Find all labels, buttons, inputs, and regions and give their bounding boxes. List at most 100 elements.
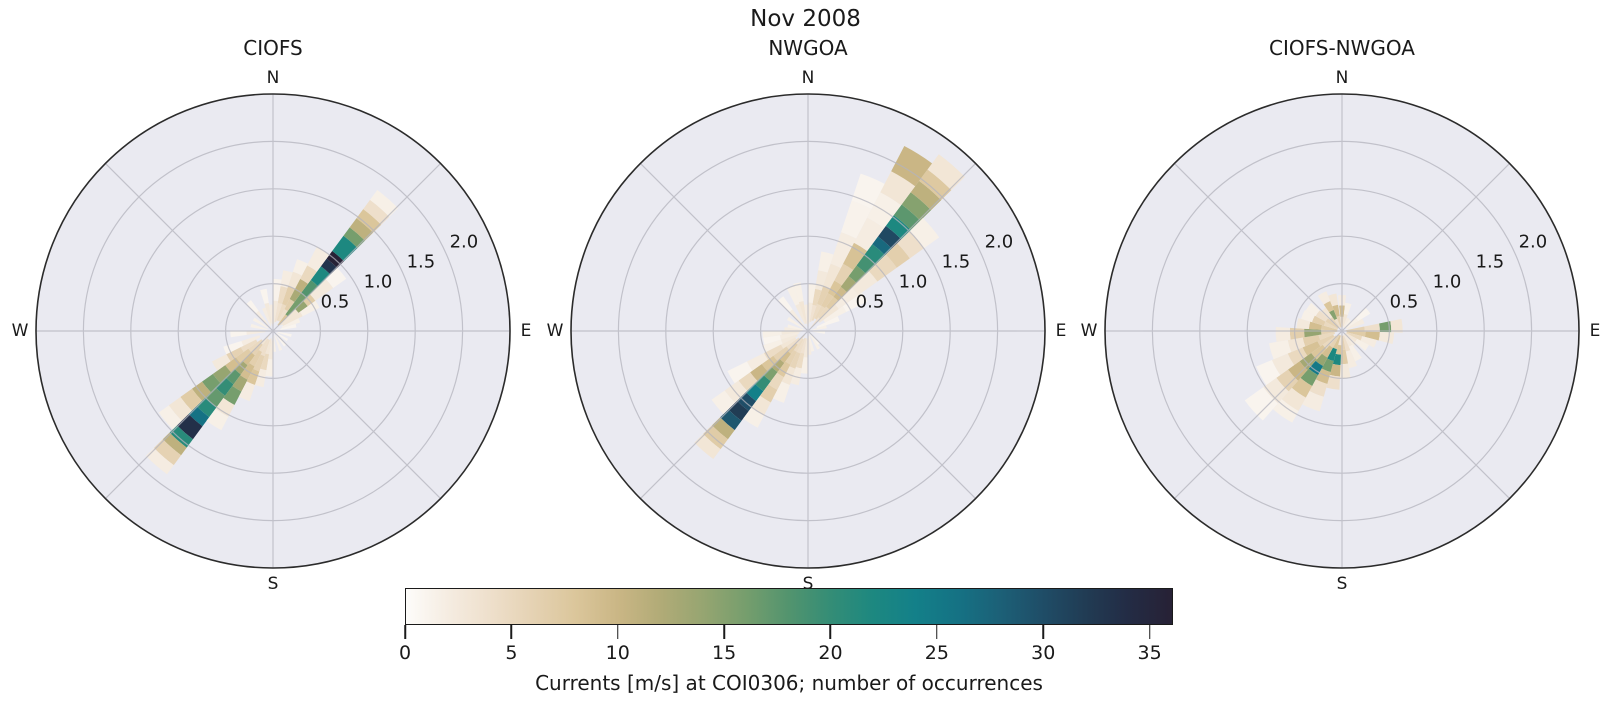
rose-petals [145, 190, 399, 475]
rose-cell [260, 288, 269, 304]
rose-cell [1318, 332, 1335, 341]
rose-cell [1390, 318, 1403, 333]
rose-cell [818, 304, 839, 323]
rose-cell [823, 263, 841, 289]
rose-cell [781, 330, 801, 335]
polar-labels: 0.5 1.0 1.5 2.0 N E S W [1081, 68, 1601, 594]
polar-labels: 0.5 1.0 1.5 2.0 N E S W [547, 68, 1067, 594]
rose-cell [282, 311, 303, 326]
rose-cell [760, 384, 778, 403]
rose-cell [301, 279, 319, 298]
rose-cell [1281, 387, 1306, 411]
rose-cell [254, 368, 267, 388]
subplot-ciofs-nwgoa: CIOFS-NWGOA 0.5 1.0 1.5 2.0 N E S W [1072, 30, 1611, 620]
rose-cell [1256, 360, 1281, 385]
rose-cell [910, 180, 942, 211]
radial-tick-label: 1.0 [364, 272, 393, 293]
compass-label: S [1337, 574, 1348, 594]
rose-cell [807, 335, 812, 355]
rose-cell [809, 304, 817, 323]
rose-cell [274, 335, 283, 351]
rose-cell [215, 377, 234, 396]
rose-cell [349, 218, 374, 241]
rose-cell [268, 340, 273, 360]
rose-cell [786, 285, 800, 306]
rose-cell [1344, 319, 1352, 329]
rose-cell [356, 209, 382, 233]
rose-cell [812, 288, 822, 306]
colorbar-tick [1148, 625, 1151, 639]
rose-cell [1271, 353, 1295, 376]
rose-cell [817, 286, 830, 306]
polar-labels: 0.5 1.0 1.5 2.0 N E S W [12, 68, 532, 594]
radial-tick-label: 2.0 [450, 232, 479, 253]
rose-cell [265, 359, 273, 377]
rose-cell [790, 366, 802, 386]
rose-cell [169, 425, 193, 448]
rose-cell [823, 306, 847, 323]
rose-cell [223, 340, 244, 355]
rose-cell [1379, 321, 1392, 333]
rose-cell [909, 218, 940, 249]
rose-cell [1328, 293, 1339, 307]
rose-cell [1311, 344, 1327, 360]
colorbar-tick-label: 20 [818, 642, 843, 664]
colorbar-tick-label: 30 [1031, 642, 1056, 664]
rose-cell [325, 267, 347, 289]
rose-cell [264, 302, 272, 324]
rose-cell [280, 270, 293, 288]
rose-cell [746, 353, 768, 371]
rose-cell [810, 333, 820, 345]
rose-cell [797, 337, 806, 354]
rose-cell [241, 335, 261, 346]
radial-tick-label: 1.0 [1433, 272, 1462, 293]
radial-tick-label: 0.5 [856, 292, 885, 313]
rose-cell [786, 337, 800, 350]
subplot-title-ciofs: CIOFS [243, 36, 303, 60]
rose-cell [1321, 307, 1333, 320]
rose-cell [1287, 347, 1308, 366]
rose-cell [282, 286, 295, 306]
rose-cell [812, 325, 827, 331]
rose-cell [1345, 350, 1358, 369]
rose-cell [762, 330, 782, 338]
rose-cell [814, 305, 825, 320]
rose-cell [288, 271, 302, 289]
rose-cell [1345, 317, 1359, 329]
rose-cell [154, 439, 182, 466]
rose-cell [1343, 317, 1350, 328]
compass-label: W [547, 321, 564, 341]
rose-cell [750, 364, 768, 381]
subplot-title-ciofs-nwgoa: CIOFS-NWGOA [1269, 36, 1415, 60]
rose-cell [246, 300, 259, 314]
rose-cell [1354, 338, 1369, 351]
rose-cell [1302, 390, 1324, 412]
rose-cell [300, 265, 317, 284]
rose-cell [1332, 335, 1341, 350]
rose-cell [180, 388, 202, 411]
rose-cell [808, 283, 816, 303]
rose-cell [1338, 334, 1342, 346]
rose-cell [711, 417, 735, 440]
rose-cell [885, 215, 911, 240]
rose-cell [273, 300, 279, 324]
rose-cell [295, 301, 308, 313]
rose-cell [250, 323, 268, 331]
colorbar-tick [1042, 625, 1044, 639]
rose-cell [818, 306, 830, 320]
rose-cell [1302, 334, 1321, 347]
compass-label: N [802, 68, 815, 88]
polar-grid [571, 94, 1045, 568]
rose-cell [284, 299, 295, 312]
rose-cell [251, 342, 263, 356]
rose-cell [1342, 335, 1351, 352]
rose-cell [1348, 344, 1362, 362]
rose-cell [248, 339, 263, 353]
rose-cell [145, 447, 174, 475]
rose-cell [1323, 321, 1338, 330]
radial-tick-label: 1.5 [1476, 252, 1505, 273]
rose-cell [795, 352, 805, 369]
rose-cell [1343, 334, 1353, 347]
rose-cell [225, 368, 241, 385]
rose-cell [745, 383, 764, 402]
